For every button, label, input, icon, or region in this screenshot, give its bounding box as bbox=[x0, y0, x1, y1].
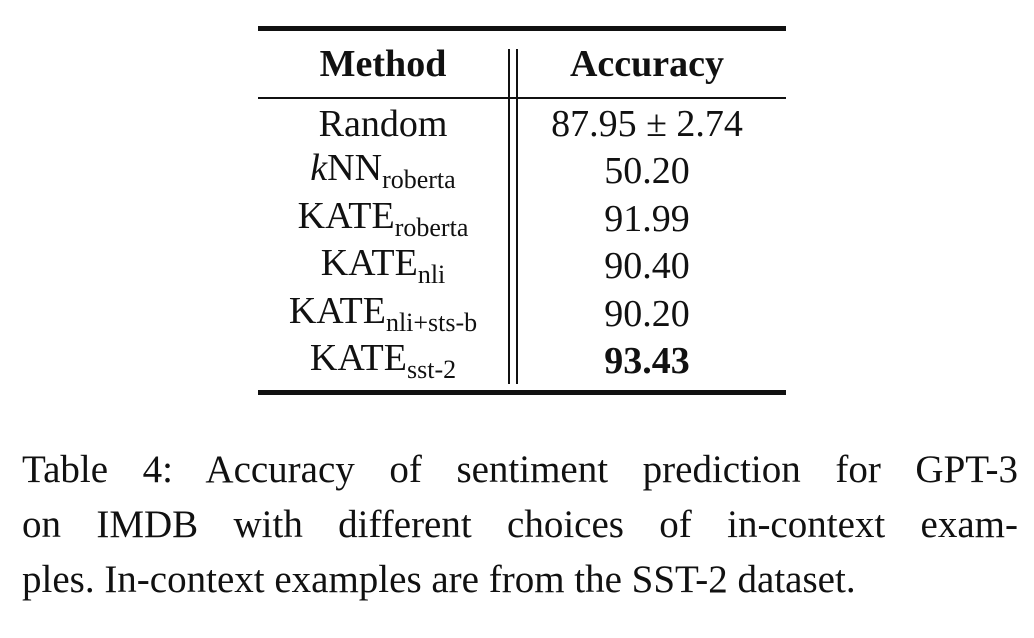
accuracy-cell: 87.95 ± 2.74 bbox=[551, 102, 743, 145]
table-header: Method Accuracy bbox=[258, 31, 786, 97]
method-cell: KATEnli bbox=[258, 242, 508, 288]
caption-line-2: on IMDB with different choices of in-con… bbox=[22, 503, 1018, 546]
method-cell: kNNroberta bbox=[258, 147, 508, 193]
header-row: Method Accuracy bbox=[258, 31, 786, 97]
table-header-rule bbox=[258, 97, 786, 99]
table-row: Random 87.95 ± 2.74 bbox=[258, 99, 786, 147]
accuracy-cell: 91.99 bbox=[604, 197, 690, 240]
method-cell: KATEnli+sts-b bbox=[258, 290, 508, 336]
table-top-rule bbox=[258, 26, 786, 31]
method-subscript: roberta bbox=[394, 212, 469, 242]
method-subscript: nli+sts-b bbox=[385, 307, 478, 337]
results-table: Method Accuracy Random 87.95 ± 2.74 kNNr… bbox=[258, 26, 786, 395]
table-caption: Table 4: Accuracy of sentiment predictio… bbox=[22, 442, 1018, 607]
table-row: KATEnli 90.40 bbox=[258, 242, 786, 290]
accuracy-cell: 50.20 bbox=[604, 150, 690, 193]
accuracy-cell: 90.40 bbox=[604, 245, 690, 288]
table-body: Random 87.95 ± 2.74 kNNroberta 50.20 KAT… bbox=[258, 99, 786, 384]
caption-line-1: Table 4: Accuracy of sentiment predictio… bbox=[22, 448, 1018, 491]
method-name: KATE bbox=[297, 194, 395, 237]
method-cell: Random bbox=[258, 103, 508, 143]
column-separator-double-line bbox=[508, 49, 518, 97]
caption-line-3: ples. In-context examples are from the S… bbox=[22, 558, 856, 601]
method-subscript: nli bbox=[417, 260, 446, 290]
table-row: KATEsst-2 93.43 bbox=[258, 337, 786, 385]
method-cell: KATEsst-2 bbox=[258, 337, 508, 383]
accuracy-cell-best: 93.43 bbox=[604, 340, 690, 383]
method-cell: KATEroberta bbox=[258, 195, 508, 241]
method-name: NN bbox=[327, 147, 383, 190]
header-method: Method bbox=[319, 43, 447, 85]
column-separator-double-line bbox=[508, 99, 518, 384]
header-accuracy: Accuracy bbox=[569, 43, 725, 85]
method-name: KATE bbox=[288, 289, 386, 332]
method-italic-prefix: k bbox=[310, 147, 328, 190]
table-row: KATEnli+sts-b 90.20 bbox=[258, 289, 786, 337]
table-bottom-rule bbox=[258, 390, 786, 395]
table-row: kNNroberta 50.20 bbox=[258, 147, 786, 195]
method-name: KATE bbox=[320, 242, 418, 285]
method-name: KATE bbox=[309, 337, 407, 380]
method-name: Random bbox=[318, 102, 448, 145]
accuracy-cell: 90.20 bbox=[604, 292, 690, 335]
table-row: KATEroberta 91.99 bbox=[258, 194, 786, 242]
method-subscript: sst-2 bbox=[406, 355, 457, 385]
method-subscript: roberta bbox=[382, 165, 456, 195]
